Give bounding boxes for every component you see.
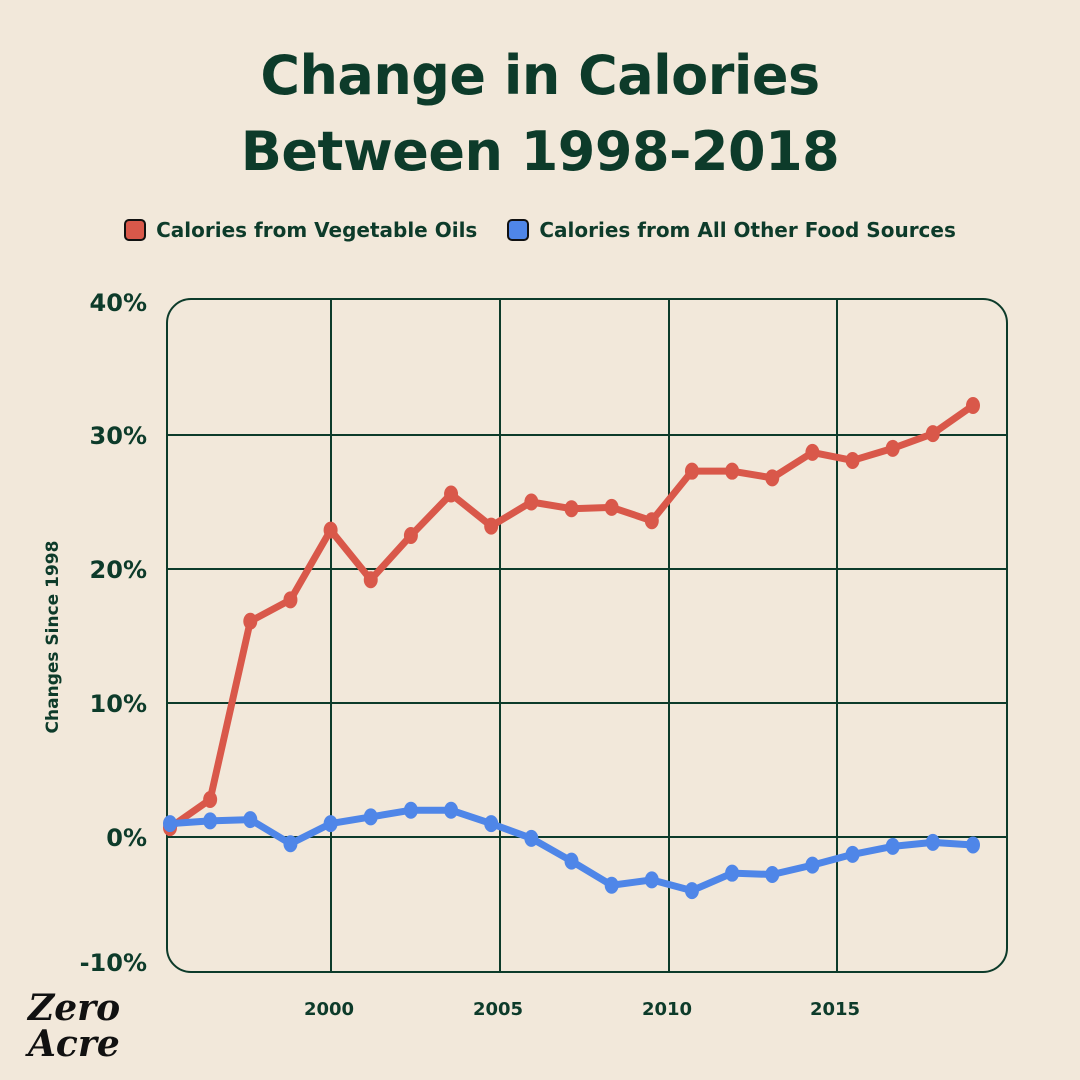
legend-swatch-blue [507, 219, 530, 241]
data-point [725, 462, 740, 480]
data-point [283, 835, 298, 853]
data-point [403, 801, 418, 819]
data-point [163, 815, 177, 833]
data-point [283, 591, 298, 609]
data-point [805, 856, 820, 874]
legend: Calories from Vegetable Oils Calories fr… [0, 218, 1080, 242]
legend-label: Calories from All Other Food Sources [539, 218, 956, 242]
data-point [684, 462, 699, 480]
plot-frame [166, 298, 1008, 973]
data-point [243, 811, 258, 829]
y-axis-title: Changes Since 1998 [43, 541, 63, 734]
y-tick-label: 20% [90, 556, 147, 584]
data-point [925, 833, 940, 851]
data-point [564, 500, 579, 518]
zero-acre-logo: Zero Acre [25, 987, 120, 1065]
data-point [845, 451, 860, 469]
data-point [684, 882, 699, 900]
data-point [604, 498, 619, 516]
data-point [564, 852, 579, 870]
data-point [484, 815, 499, 833]
legend-item-vegetable-oils: Calories from Vegetable Oils [124, 218, 477, 242]
data-point [925, 425, 940, 443]
data-point [524, 829, 539, 847]
x-tick-label: 2015 [810, 999, 860, 1020]
data-point [604, 876, 619, 894]
y-tick-label: 0% [106, 824, 147, 852]
data-point [444, 801, 459, 819]
data-point [203, 812, 218, 830]
data-point [363, 808, 378, 826]
x-tick-label: 2000 [304, 999, 354, 1020]
y-tick-label: 30% [90, 422, 147, 450]
data-point [966, 836, 980, 854]
data-point [966, 397, 980, 415]
data-point [403, 527, 418, 544]
data-point [363, 571, 378, 589]
data-point [243, 612, 258, 630]
data-point [203, 790, 218, 808]
legend-item-other-sources: Calories from All Other Food Sources [507, 218, 956, 242]
chart-title-line-2: Between 1998-2018 [240, 120, 840, 183]
data-point [885, 837, 900, 855]
logo-word-2: Acre [25, 1023, 120, 1065]
data-point [805, 443, 820, 461]
data-point [323, 815, 338, 833]
legend-swatch-red [124, 219, 147, 241]
data-point [765, 469, 780, 487]
data-point [444, 485, 459, 503]
x-tick-label: 2010 [642, 999, 692, 1020]
data-point [765, 866, 780, 884]
data-point [725, 864, 740, 882]
legend-label: Calories from Vegetable Oils [156, 218, 478, 242]
y-tick-label: 10% [90, 690, 147, 718]
y-tick-label: -10% [80, 949, 147, 977]
data-point [323, 521, 338, 539]
data-point [524, 493, 539, 511]
data-point [644, 512, 659, 530]
logo-word-1: Zero [26, 987, 120, 1029]
data-point [644, 871, 659, 889]
y-tick-label: 40% [90, 289, 147, 317]
x-tick-label: 2005 [473, 999, 523, 1020]
chart-title-line-1: Change in Calories [260, 44, 820, 107]
data-point [484, 517, 499, 535]
data-point [845, 845, 860, 863]
chart-title: Change in Calories Between 1998-2018 [0, 38, 1080, 190]
data-point [885, 439, 900, 457]
